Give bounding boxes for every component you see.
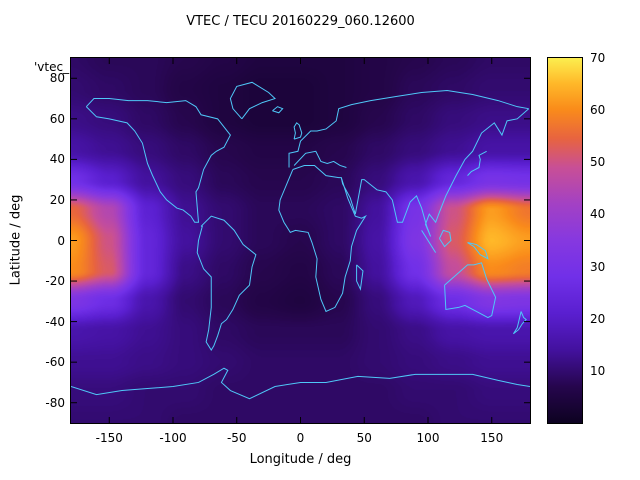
tec-heatmap-canvas: [71, 58, 530, 423]
coastline-antarctica: [71, 368, 530, 398]
coastline-asia-pacific: [341, 109, 528, 237]
coastline-eurasia-north: [289, 90, 529, 167]
coastline-greenland: [230, 82, 275, 118]
y-tick-label: 0: [57, 233, 65, 248]
y-tick-label: 20: [49, 192, 65, 207]
y-tick-label: -60: [45, 355, 65, 370]
colorbar-tick-label: 30: [590, 259, 606, 274]
colorbar-tick-label: 20: [590, 311, 606, 326]
coastline-madagascar: [357, 265, 363, 289]
y-tick-label: 40: [49, 152, 65, 167]
colorbar-tick-label: 70: [590, 51, 606, 65]
axis-tick-marks: [71, 58, 530, 423]
coastline-new-guinea: [468, 243, 488, 259]
x-tick-label: -50: [226, 431, 247, 445]
colorbar-tick-label: 10: [590, 363, 606, 378]
y-tick-label: 80: [49, 71, 65, 86]
x-tick-label: 50: [356, 431, 372, 445]
coastline-africa: [279, 165, 366, 311]
y-axis-label: Latitude / deg: [8, 194, 24, 286]
coastline-uk: [294, 123, 302, 139]
x-tick-label: -100: [159, 431, 187, 445]
colorbar-tick-label: 60: [590, 103, 606, 118]
y-tick-label: 60: [49, 111, 65, 126]
colorbar: [547, 57, 583, 424]
legend-key-label: 'vtec_: [34, 60, 70, 74]
coastline-borneo: [439, 230, 450, 246]
x-tick-label: -150: [95, 431, 123, 445]
y-tick-label: -80: [45, 395, 65, 410]
coastline-japan: [468, 151, 487, 175]
map-plot-area: [70, 57, 531, 424]
coastline-mediterranean-north: [294, 151, 346, 167]
y-tick-label: -40: [45, 314, 65, 329]
colorbar-tick-label: 40: [590, 207, 606, 222]
colorbar-tick-label: 50: [590, 155, 606, 170]
coastline-australia: [445, 263, 496, 318]
coastline-south-america: [197, 216, 256, 350]
x-tick-label: 0: [296, 431, 305, 445]
x-tick-label: 100: [416, 431, 440, 445]
x-tick-label: 150: [480, 431, 504, 445]
coastline-iceland: [272, 107, 282, 113]
coastlines-overlay: [71, 58, 530, 423]
x-axis-label: Longitude / deg: [249, 452, 352, 467]
colorbar-gradient: [548, 58, 582, 423]
coastline-north-america: [86, 99, 230, 223]
y-tick-label: -20: [45, 274, 65, 289]
coastline-new-zealand: [513, 311, 526, 333]
chart-title: VTEC / TECU 20160229_060.12600: [186, 14, 415, 29]
